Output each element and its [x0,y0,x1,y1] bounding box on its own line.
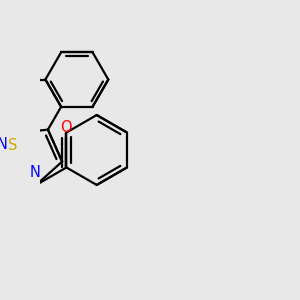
Text: S: S [8,138,18,153]
Text: N: N [29,165,40,180]
Text: O: O [61,120,72,135]
Text: N: N [0,137,8,152]
